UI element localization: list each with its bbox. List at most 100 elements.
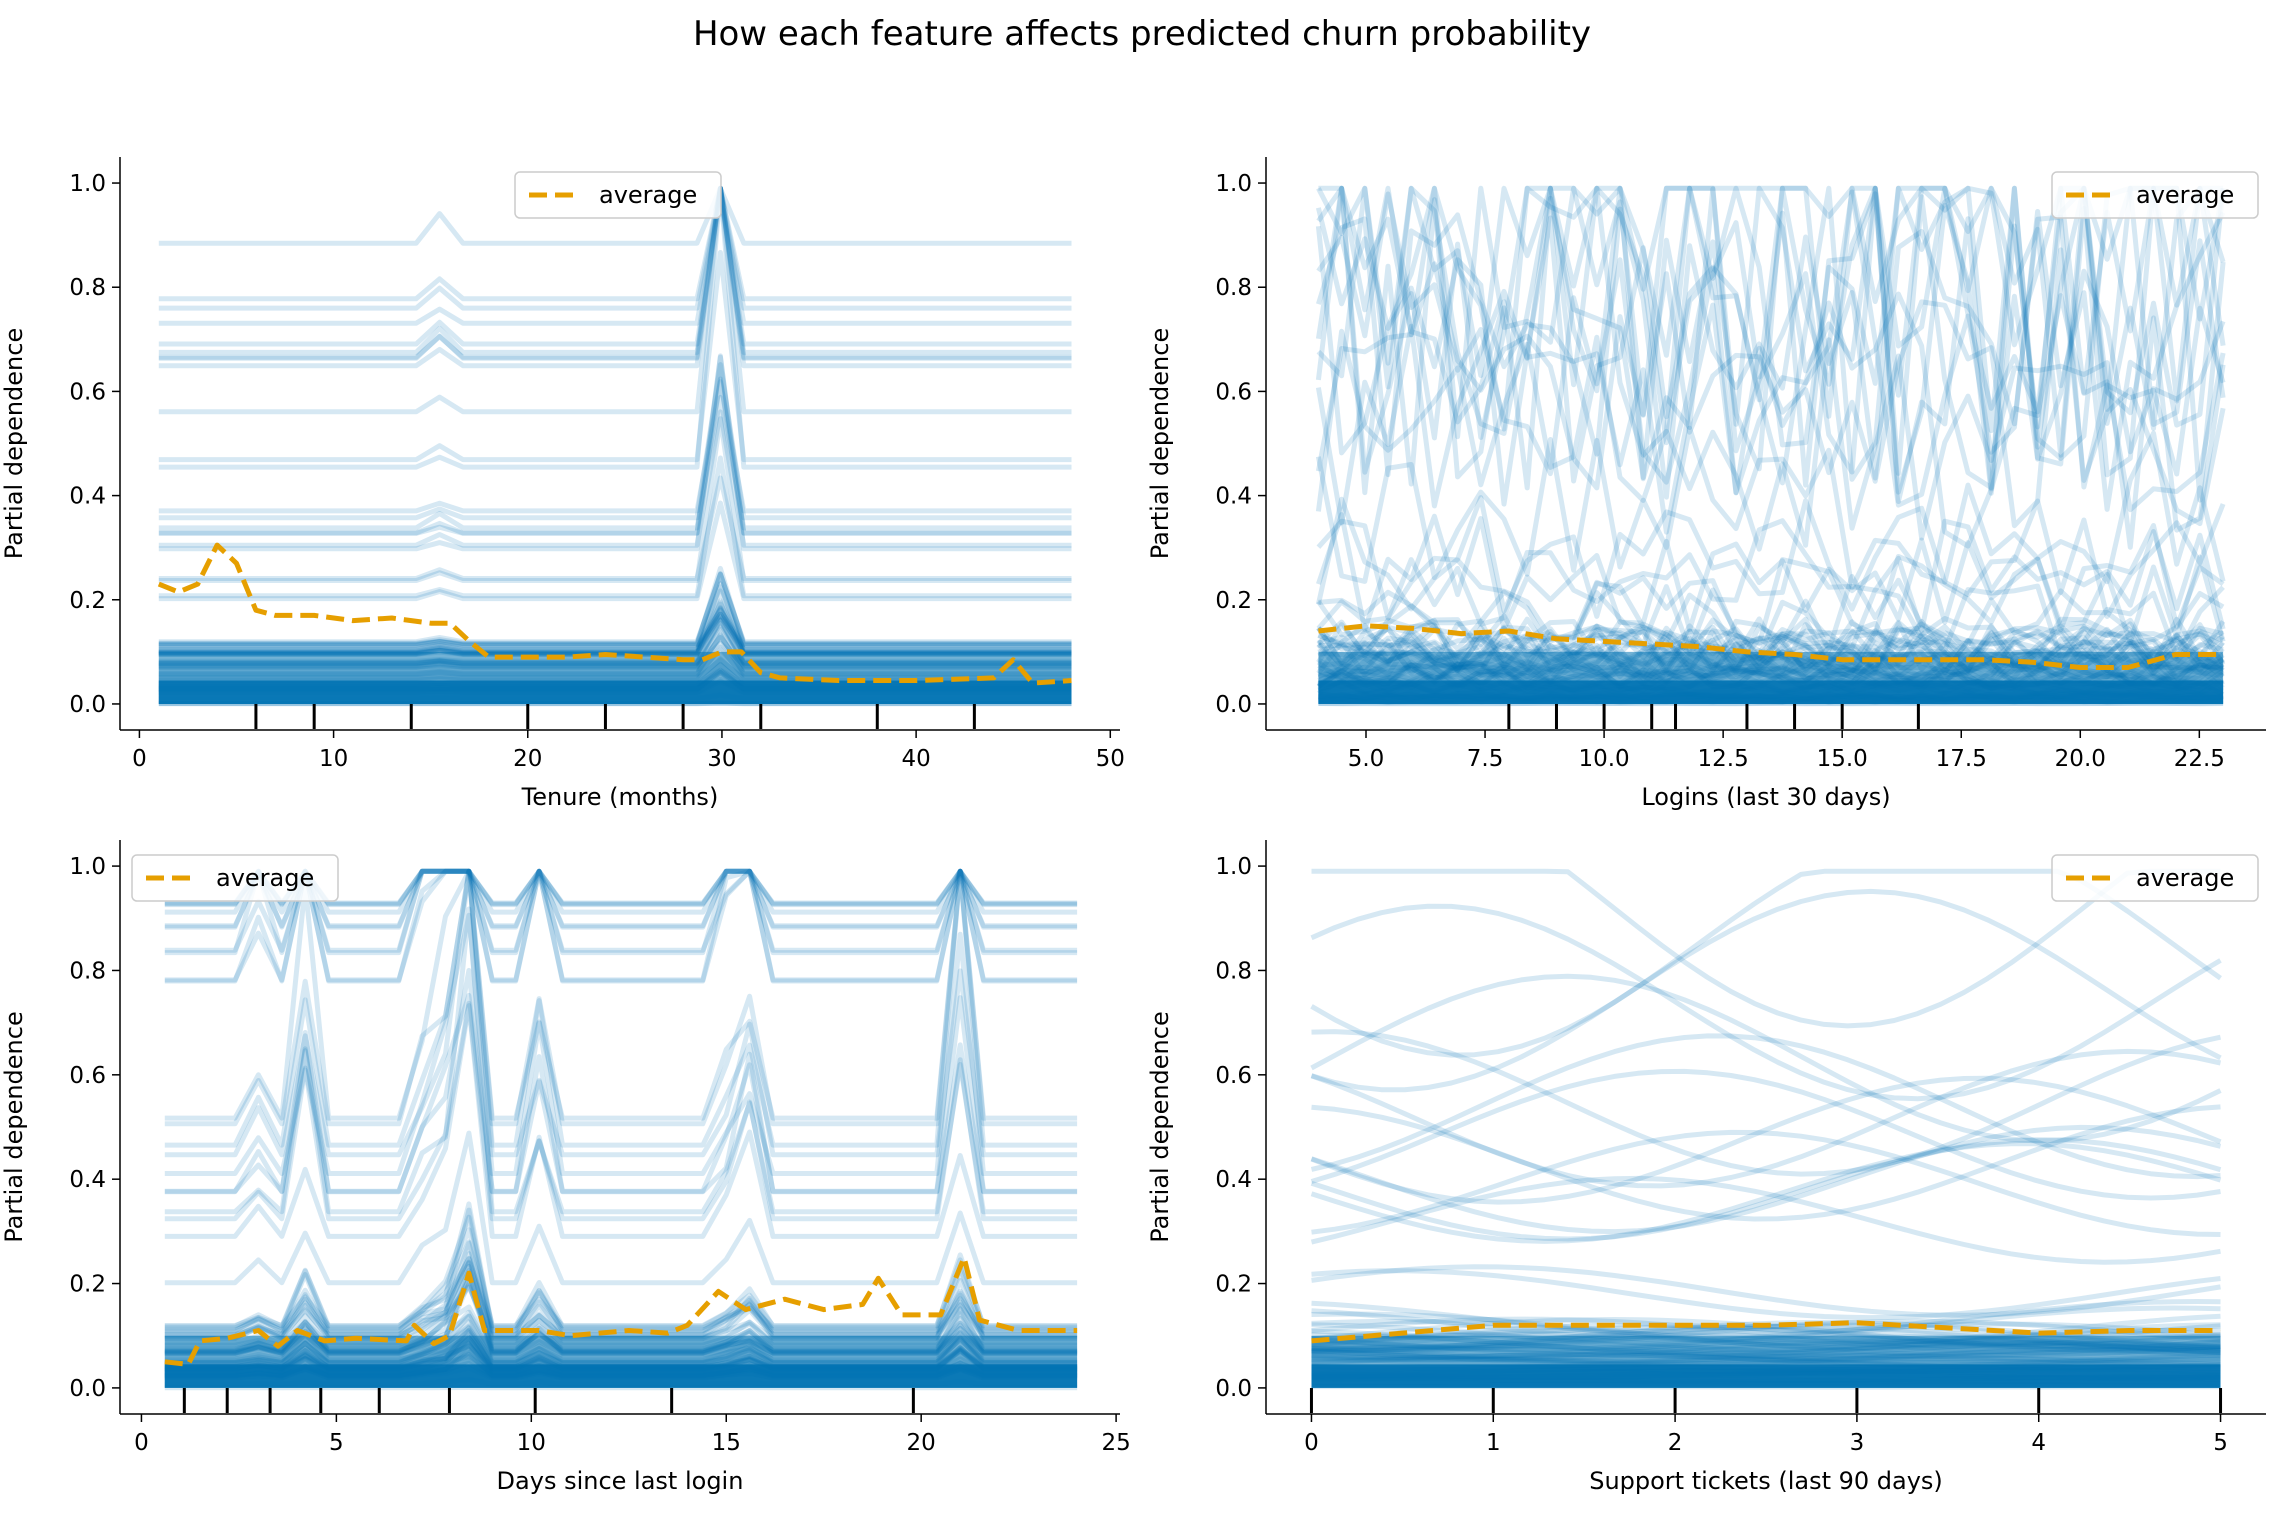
ice-curve bbox=[158, 571, 1072, 645]
x-tick-label: 20 bbox=[513, 746, 542, 772]
ice-curve bbox=[1315, 185, 2226, 496]
x-tick-label: 4 bbox=[2031, 1430, 2046, 1456]
ice-curve bbox=[1310, 1048, 2222, 1189]
ice-curve bbox=[158, 584, 1072, 647]
ice-curve bbox=[1310, 888, 2222, 1093]
ice-curve bbox=[158, 475, 1072, 581]
subplot-3: 0 5 10 15 20 25 0.0 0.2 0.4 0.6 0.8 1.0 Days since l… bbox=[0, 840, 1131, 1495]
ice-curve bbox=[1317, 626, 2225, 678]
y-axis-label: Partial dependence bbox=[1146, 1011, 1174, 1242]
x-tick-label: 10 bbox=[319, 746, 348, 772]
ice-curve bbox=[158, 409, 1072, 548]
y-tick-label: 0.6 bbox=[1215, 1063, 1252, 1089]
ice-curve bbox=[1318, 185, 2226, 486]
ice-curve bbox=[1316, 554, 2226, 647]
ice-curve bbox=[158, 185, 1072, 302]
y-tick-label: 1.0 bbox=[1215, 854, 1252, 880]
ice-curve bbox=[164, 868, 1078, 983]
x-tick-label: 0 bbox=[132, 746, 147, 772]
ice-curve bbox=[1311, 1299, 2221, 1339]
ice-curve bbox=[158, 565, 1072, 648]
ice-curve bbox=[1315, 315, 2226, 552]
y-tick-label: 0.0 bbox=[69, 1376, 106, 1402]
x-tick-label: 40 bbox=[901, 746, 930, 772]
y-tick-label: 0.6 bbox=[69, 379, 106, 405]
x-axis-label: Days since last login bbox=[497, 1467, 744, 1495]
ice-curve bbox=[158, 611, 1072, 650]
y-tick-label: 0.2 bbox=[69, 588, 106, 614]
ice-curve bbox=[164, 868, 1078, 956]
ice-curve bbox=[1316, 189, 2226, 512]
x-tick-label: 25 bbox=[1101, 1430, 1130, 1456]
y-tick-label: 0.8 bbox=[69, 275, 106, 301]
ice-curve bbox=[158, 185, 1072, 360]
ice-curve bbox=[164, 868, 1078, 1127]
y-tick-label: 0.4 bbox=[1215, 1167, 1252, 1193]
ice-curve bbox=[164, 1130, 1078, 1286]
ice-curve bbox=[164, 1207, 1078, 1335]
ice-curve bbox=[1310, 1141, 2222, 1244]
ice-curve bbox=[158, 362, 1072, 521]
ice-curves bbox=[1315, 185, 2226, 707]
ice-curve bbox=[1310, 973, 2222, 1144]
ice-curve bbox=[164, 912, 1078, 1176]
x-tick-label: 7.5 bbox=[1467, 746, 1504, 772]
ice-curve bbox=[1316, 518, 2226, 634]
y-tick-label: 0.4 bbox=[69, 1167, 106, 1193]
x-tick-label: 0 bbox=[134, 1430, 149, 1456]
y-axis-label: Partial dependence bbox=[0, 1011, 28, 1242]
ice-curve bbox=[1316, 512, 2225, 633]
average-line bbox=[157, 542, 1072, 686]
ice-curve bbox=[164, 868, 1078, 953]
x-tick-label: 15 bbox=[712, 1430, 741, 1456]
ice-curve bbox=[1316, 583, 2225, 661]
ice-curves bbox=[164, 868, 1078, 1391]
ice-curve bbox=[158, 598, 1072, 652]
ice-curve bbox=[158, 571, 1072, 646]
ice-curve bbox=[1315, 495, 2226, 619]
x-tick-label: 30 bbox=[707, 746, 736, 772]
ice-curve bbox=[164, 1214, 1078, 1329]
ice-core-band bbox=[1318, 680, 2224, 704]
ice-curve bbox=[158, 607, 1072, 648]
y-tick-label: 0.6 bbox=[1215, 379, 1252, 405]
ice-curve bbox=[158, 185, 1072, 246]
legend: average bbox=[2051, 854, 2259, 902]
x-axis-label: Logins (last 30 days) bbox=[1641, 783, 1890, 811]
y-tick-label: 1.0 bbox=[69, 171, 106, 197]
y-tick-label: 0.4 bbox=[69, 484, 106, 510]
x-tick-label: 50 bbox=[1096, 746, 1125, 772]
legend: average bbox=[514, 171, 722, 219]
ice-curve bbox=[1311, 1129, 2221, 1237]
ice-curve bbox=[164, 1256, 1078, 1331]
ice-curve bbox=[1310, 1068, 2221, 1201]
y-tick-label: 0.8 bbox=[1215, 958, 1252, 984]
average-line bbox=[1318, 623, 2224, 670]
x-tick-label: 20.0 bbox=[2055, 746, 2106, 772]
ice-curve bbox=[164, 1003, 1078, 1239]
ice-curve bbox=[158, 185, 1072, 470]
x-tick-label: 15.0 bbox=[1817, 746, 1868, 772]
y-tick-label: 0.2 bbox=[1215, 588, 1252, 614]
ice-curve bbox=[158, 500, 1072, 602]
ice-curve bbox=[158, 588, 1072, 653]
legend-box bbox=[131, 854, 339, 902]
x-tick-label: 10.0 bbox=[1578, 746, 1629, 772]
y-tick-label: 0.8 bbox=[1215, 275, 1252, 301]
ice-curve bbox=[1315, 288, 2226, 549]
x-tick-label: 10 bbox=[517, 1430, 546, 1456]
ice-curve bbox=[1310, 1075, 2222, 1205]
y-tick-label: 0.8 bbox=[69, 958, 106, 984]
x-tick-label: 5 bbox=[329, 1430, 344, 1456]
ice-curve bbox=[1310, 1033, 2221, 1180]
ice-core-band bbox=[158, 680, 1072, 704]
ice-curve bbox=[164, 868, 1078, 1158]
subplot-2: 5.0 7.5 10.0 12.5 15.0 17.5 20.0 22.5 0.0 0.2 0.4 0… bbox=[1146, 157, 2266, 811]
ice-curve bbox=[164, 1201, 1078, 1333]
legend: average bbox=[2051, 171, 2259, 219]
legend-label: average bbox=[599, 181, 697, 209]
ice-curve bbox=[158, 416, 1072, 583]
y-tick-label: 0.2 bbox=[1215, 1272, 1252, 1298]
y-axis-label: Partial dependence bbox=[1146, 328, 1174, 559]
ice-curve bbox=[1311, 868, 2221, 1029]
